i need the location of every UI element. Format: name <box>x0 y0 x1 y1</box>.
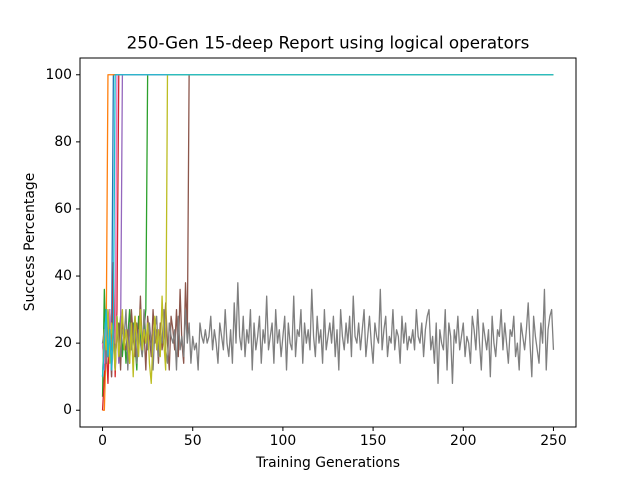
y-tick-label: 0 <box>63 402 72 418</box>
data-line <box>101 282 555 385</box>
y-tick-label: 60 <box>54 201 72 217</box>
x-tick-label: 150 <box>360 433 387 449</box>
x-tick-label: 50 <box>184 433 202 449</box>
x-tick-label: 250 <box>540 433 567 449</box>
y-tick-label: 40 <box>54 268 72 284</box>
axes-frame <box>79 57 577 428</box>
x-tick-label: 0 <box>98 433 107 449</box>
y-tick-label: 80 <box>54 134 72 150</box>
x-tick-label: 200 <box>450 433 477 449</box>
chart-title: 250-Gen 15-deep Report using logical ope… <box>127 33 530 53</box>
y-tick-label: 100 <box>45 67 72 83</box>
x-axis-label: Training Generations <box>255 455 400 471</box>
data-line <box>101 74 554 377</box>
y-tick-label: 20 <box>54 335 72 351</box>
y-axis-label: Success Percentage <box>22 173 38 311</box>
plot-area <box>101 74 555 411</box>
x-tick-label: 100 <box>270 433 297 449</box>
data-line <box>101 74 554 385</box>
